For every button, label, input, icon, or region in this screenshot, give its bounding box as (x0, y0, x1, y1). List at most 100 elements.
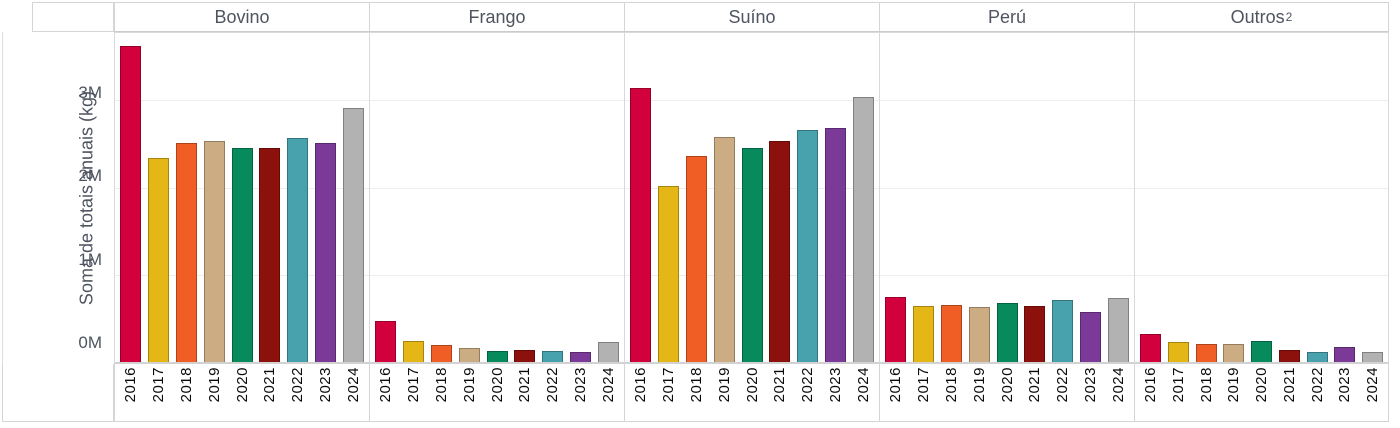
x-tick-label-frango-2018: 2018 (432, 367, 450, 403)
x-axis-label-row: 2016 2017 2018 2019 2020 2021 2022 2023 2024 2016… (0, 364, 1389, 422)
bar-suino-2020[interactable] (741, 148, 763, 362)
x-tick-label-suino-2024: 2024 (855, 367, 872, 403)
bar-suino-2019[interactable] (713, 137, 735, 362)
bar-outros-2017[interactable] (1167, 342, 1189, 362)
bar-outros-2022[interactable] (1306, 352, 1328, 362)
bar-suino-2023[interactable] (825, 128, 847, 362)
bar-suino-2016[interactable] (630, 88, 651, 362)
x-tick-label-outros-2017: 2017 (1169, 367, 1187, 403)
x-tick-label-frango-2017: 2017 (404, 367, 422, 403)
bar-peru-2018[interactable] (940, 305, 962, 362)
bar-frango-2020[interactable] (486, 351, 508, 362)
bar-outros-2024[interactable] (1362, 352, 1383, 362)
facet-header-suino: Suíno (624, 2, 879, 32)
bar-frango-2021[interactable] (514, 350, 536, 362)
x-labels-outros: 2016 2017 2018 2019 2020 2021 2022 2023 2024 (1134, 364, 1389, 422)
bar-bovino-2017[interactable] (147, 158, 169, 362)
bar-frango-2023[interactable] (570, 352, 592, 362)
bar-peru-2023[interactable] (1080, 312, 1102, 362)
x-tick-label-outros-2023: 2023 (1336, 367, 1354, 403)
facet-header-frango: Frango (369, 2, 624, 32)
bar-frango-2016[interactable] (375, 321, 396, 362)
gridline-2m (370, 188, 624, 189)
x-tick-label-suino-2020: 2020 (743, 367, 761, 403)
x-tick-label-outros-2024: 2024 (1364, 367, 1381, 403)
bar-outros-2019[interactable] (1223, 344, 1245, 362)
bar-peru-2016[interactable] (885, 297, 906, 362)
bar-peru-2022[interactable] (1052, 300, 1074, 362)
gridline-1m (880, 275, 1134, 276)
x-tick-label-frango-2020: 2020 (488, 367, 506, 403)
facet-panel-outros (1134, 32, 1389, 364)
x-tick-label-frango-2016: 2016 (377, 367, 394, 403)
y-tick-label-0m: 0M (78, 333, 102, 352)
x-tick-label-suino-2019: 2019 (715, 367, 733, 403)
x-tick-label-bovino-2016: 2016 (122, 367, 139, 403)
bar-bovino-2019[interactable] (203, 141, 225, 362)
bar-bovino-2024[interactable] (343, 108, 364, 362)
bar-bovino-2023[interactable] (315, 143, 337, 362)
x-tick-label-frango-2024: 2024 (600, 367, 617, 403)
x-tick-label-peru-2016: 2016 (887, 367, 904, 403)
x-labels-frango: 2016 2017 2018 2019 2020 2021 2022 2023 2024 (369, 364, 624, 422)
bar-outros-2016[interactable] (1140, 334, 1161, 362)
bar-suino-2021[interactable] (769, 141, 791, 362)
bar-suino-2018[interactable] (685, 156, 707, 362)
x-tick-label-frango-2019: 2019 (460, 367, 478, 403)
bar-suino-2022[interactable] (797, 130, 819, 362)
bar-frango-2017[interactable] (402, 341, 424, 362)
x-tick-label-peru-2022: 2022 (1054, 367, 1072, 403)
x-tick-label-peru-2020: 2020 (998, 367, 1016, 403)
gridline-2m (880, 188, 1134, 189)
bar-frango-2024[interactable] (598, 342, 619, 362)
x-tick-label-outros-2020: 2020 (1253, 367, 1270, 403)
bar-outros-2020[interactable] (1251, 341, 1272, 362)
x-tick-label-outros-2016: 2016 (1142, 367, 1159, 403)
bar-frango-2019[interactable] (458, 348, 480, 362)
top-left-corner-cell (32, 2, 114, 32)
bars-frango (370, 33, 624, 362)
bar-peru-2021[interactable] (1024, 306, 1046, 362)
bar-bovino-2021[interactable] (259, 148, 281, 362)
x-tick-label-bovino-2019: 2019 (205, 367, 223, 403)
bar-peru-2017[interactable] (912, 306, 934, 362)
gridline-2m (1135, 188, 1388, 189)
x-tick-label-peru-2021: 2021 (1026, 367, 1044, 403)
bar-peru-2020[interactable] (996, 303, 1018, 362)
bar-outros-2023[interactable] (1334, 347, 1356, 362)
gridline-3m (625, 100, 879, 101)
bottom-left-corner-cell (2, 364, 114, 422)
gridline-1m (370, 275, 624, 276)
facet-panel-peru (879, 32, 1134, 364)
x-tick-label-bovino-2024: 2024 (345, 367, 362, 403)
x-tick-label-peru-2024: 2024 (1110, 367, 1127, 403)
bar-peru-2024[interactable] (1108, 298, 1129, 362)
bar-outros-2018[interactable] (1195, 344, 1217, 362)
bar-frango-2018[interactable] (430, 345, 452, 362)
gridline-3m (1135, 100, 1388, 101)
x-tick-label-peru-2018: 2018 (942, 367, 960, 403)
y-tick-label-1m: 1M (78, 249, 102, 269)
bar-suino-2024[interactable] (853, 97, 874, 362)
facet-header-row: Bovino Frango Suíno Perú Outros 2 (0, 2, 1389, 32)
x-tick-label-suino-2021: 2021 (771, 367, 789, 403)
x-tick-label-frango-2023: 2023 (572, 367, 590, 403)
gridline-3m (115, 100, 369, 101)
bar-bovino-2022[interactable] (287, 138, 309, 362)
x-tick-label-frango-2021: 2021 (516, 367, 534, 403)
bars-suino (625, 33, 879, 362)
x-tick-label-bovino-2017: 2017 (149, 367, 167, 403)
bar-bovino-2018[interactable] (175, 143, 197, 362)
bar-bovino-2016[interactable] (120, 46, 141, 362)
facet-panel-frango (369, 32, 624, 364)
bar-peru-2019[interactable] (968, 307, 990, 362)
bar-bovino-2020[interactable] (231, 148, 253, 362)
plot-row: Soma de totais anuais (kg) 0M 1M 2M 3M (0, 32, 1389, 364)
y-tick-label-2m: 2M (78, 166, 102, 186)
bar-suino-2017[interactable] (657, 186, 679, 362)
bar-outros-2021[interactable] (1278, 350, 1300, 362)
bar-frango-2022[interactable] (542, 351, 564, 362)
x-labels-bovino: 2016 2017 2018 2019 2020 2021 2022 2023 2024 (114, 364, 369, 422)
x-tick-label-bovino-2021: 2021 (261, 367, 279, 403)
x-tick-label-bovino-2020: 2020 (233, 367, 251, 403)
